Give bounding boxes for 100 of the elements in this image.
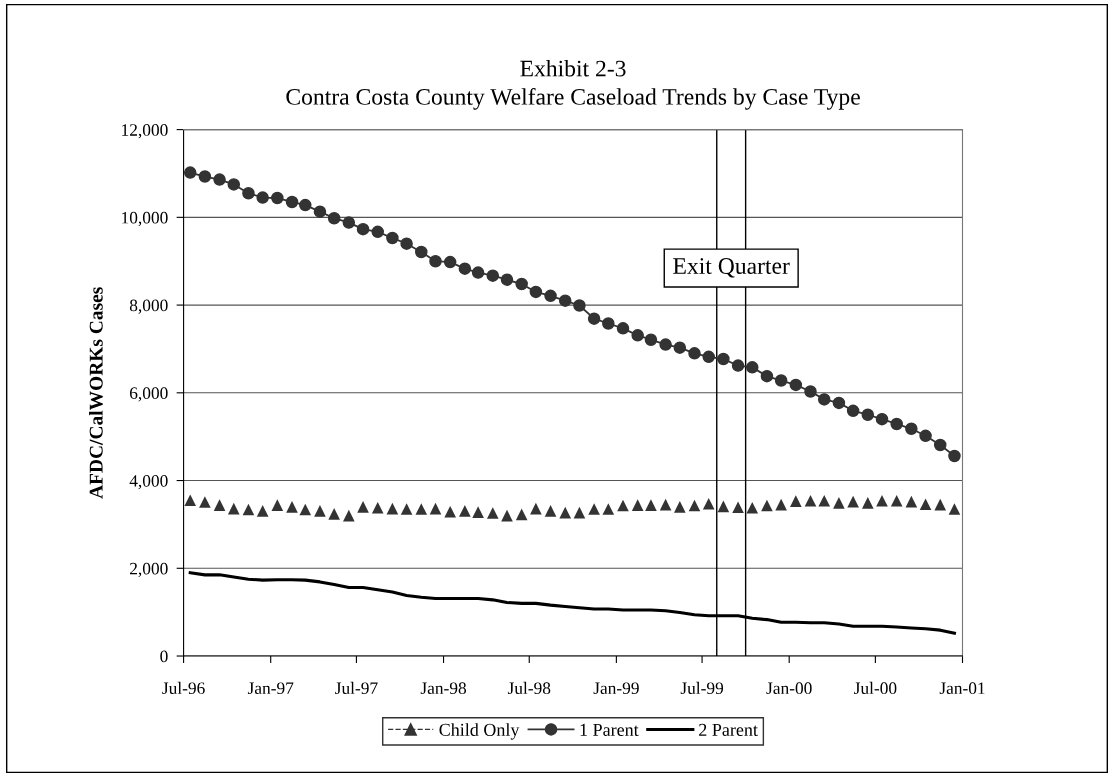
point bbox=[285, 195, 299, 209]
point bbox=[558, 294, 572, 307]
point bbox=[890, 417, 903, 431]
point bbox=[256, 505, 269, 517]
point bbox=[804, 494, 817, 507]
y-tick-label: 6,000 bbox=[129, 387, 168, 402]
point bbox=[443, 255, 457, 269]
point bbox=[400, 503, 413, 515]
point bbox=[890, 494, 903, 507]
point bbox=[429, 502, 442, 515]
point bbox=[876, 494, 888, 507]
point bbox=[832, 396, 846, 410]
point bbox=[327, 211, 341, 225]
point bbox=[357, 501, 369, 513]
point bbox=[644, 333, 658, 346]
point bbox=[356, 222, 370, 236]
point bbox=[674, 501, 686, 513]
point bbox=[731, 359, 745, 372]
point bbox=[746, 501, 759, 514]
point bbox=[688, 347, 701, 360]
chart-title: Exhibit 2-3 Contra Costa County Welfare Caseload Trends by Case Type bbox=[286, 59, 860, 110]
x-tick-label: Jul-97 bbox=[335, 681, 378, 695]
x-tick-label: Jan-01 bbox=[939, 682, 985, 695]
x-tick-label: Jul-96 bbox=[162, 681, 205, 695]
point bbox=[817, 393, 831, 406]
point bbox=[905, 422, 918, 436]
point bbox=[400, 237, 413, 250]
point bbox=[948, 449, 961, 463]
point bbox=[732, 501, 744, 514]
point bbox=[530, 502, 542, 515]
annotation: Exit Quarter bbox=[673, 258, 790, 278]
point bbox=[659, 498, 672, 511]
point bbox=[688, 499, 701, 512]
point bbox=[746, 361, 759, 374]
point bbox=[702, 497, 715, 510]
point bbox=[242, 186, 255, 200]
point bbox=[371, 501, 384, 514]
point bbox=[645, 499, 657, 511]
point bbox=[905, 495, 918, 508]
point bbox=[343, 509, 355, 522]
point bbox=[314, 505, 326, 517]
point bbox=[183, 166, 197, 179]
point bbox=[198, 170, 212, 183]
x-tick-label: Jan-99 bbox=[593, 682, 639, 695]
point bbox=[573, 299, 586, 312]
point bbox=[271, 499, 284, 511]
point bbox=[429, 254, 442, 268]
point bbox=[573, 506, 586, 519]
point bbox=[227, 502, 240, 515]
point bbox=[934, 498, 947, 511]
legend-label: 2 Parent bbox=[699, 723, 758, 736]
point bbox=[342, 216, 356, 229]
point bbox=[631, 499, 644, 511]
y-tick-label: 10,000 bbox=[122, 211, 168, 227]
y-axis-title: AFDC/CalWORKs Cases bbox=[89, 287, 103, 499]
point bbox=[702, 350, 715, 364]
point bbox=[227, 178, 241, 191]
point bbox=[515, 277, 528, 291]
point bbox=[286, 501, 298, 513]
x-tick-label: Jul-98 bbox=[507, 681, 551, 695]
point bbox=[271, 191, 284, 205]
y-tick-label: 4,000 bbox=[129, 475, 168, 490]
point bbox=[242, 503, 255, 516]
point bbox=[818, 494, 831, 507]
point bbox=[588, 503, 600, 515]
point bbox=[833, 497, 845, 509]
y-tick-label: 2,000 bbox=[130, 562, 168, 577]
y-tick-label: 12,000 bbox=[122, 124, 168, 139]
x-tick-label: Jan-98 bbox=[420, 682, 467, 695]
point bbox=[919, 498, 932, 511]
point bbox=[444, 505, 456, 518]
point bbox=[213, 499, 226, 511]
point bbox=[256, 191, 269, 204]
x-tick-label: Jan-00 bbox=[766, 682, 812, 695]
point bbox=[500, 273, 514, 286]
point bbox=[616, 322, 630, 335]
point bbox=[415, 503, 428, 515]
point bbox=[559, 506, 572, 519]
point bbox=[199, 496, 211, 508]
point bbox=[804, 385, 817, 398]
point bbox=[299, 198, 312, 212]
point bbox=[760, 369, 774, 383]
point bbox=[587, 312, 601, 325]
point bbox=[774, 374, 788, 387]
x-tick-label: Jul-99 bbox=[680, 681, 724, 695]
point bbox=[515, 508, 528, 521]
legend-label: Child Only bbox=[439, 723, 520, 740]
point bbox=[184, 494, 197, 507]
point bbox=[673, 341, 687, 354]
point bbox=[544, 505, 557, 517]
legend-label: 1 Parent bbox=[580, 723, 639, 736]
point bbox=[313, 205, 327, 218]
y-tick-label: 0 bbox=[160, 650, 168, 663]
y-tick-label: 8,000 bbox=[129, 299, 168, 314]
point bbox=[459, 505, 471, 517]
point bbox=[861, 497, 874, 509]
point bbox=[875, 412, 889, 426]
point bbox=[213, 173, 226, 186]
point bbox=[486, 507, 499, 519]
point bbox=[458, 262, 472, 275]
